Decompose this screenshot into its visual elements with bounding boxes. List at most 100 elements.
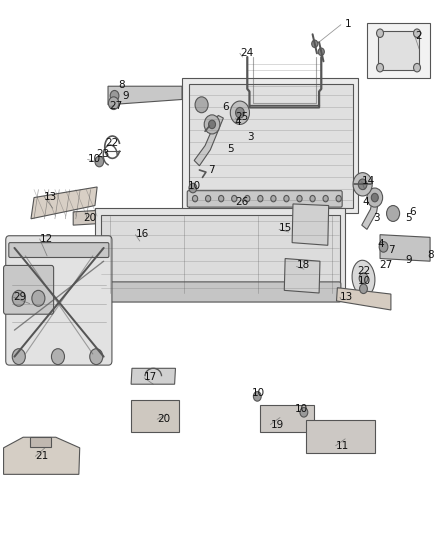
Circle shape xyxy=(12,290,25,306)
Circle shape xyxy=(359,273,368,284)
Circle shape xyxy=(323,196,328,202)
Text: 14: 14 xyxy=(362,175,375,185)
Text: 26: 26 xyxy=(236,197,249,207)
Circle shape xyxy=(371,193,378,202)
Text: 11: 11 xyxy=(336,441,349,451)
Text: 5: 5 xyxy=(405,213,412,223)
Circle shape xyxy=(253,392,261,401)
Text: 6: 6 xyxy=(223,102,229,112)
Circle shape xyxy=(51,349,64,365)
Polygon shape xyxy=(362,190,380,229)
Circle shape xyxy=(413,63,420,72)
Text: 19: 19 xyxy=(270,419,284,430)
Circle shape xyxy=(189,183,197,193)
Polygon shape xyxy=(378,30,419,70)
Text: 18: 18 xyxy=(297,261,310,270)
FancyBboxPatch shape xyxy=(99,282,341,302)
Text: 10: 10 xyxy=(88,155,101,164)
Text: 7: 7 xyxy=(388,245,395,255)
Circle shape xyxy=(377,29,384,37)
Circle shape xyxy=(245,196,250,202)
Text: 4: 4 xyxy=(234,117,241,127)
Text: 9: 9 xyxy=(122,91,129,101)
Text: 4: 4 xyxy=(378,239,385,249)
Circle shape xyxy=(219,196,224,202)
Circle shape xyxy=(32,290,45,306)
Circle shape xyxy=(284,196,289,202)
Text: 9: 9 xyxy=(405,255,412,265)
Text: 24: 24 xyxy=(240,49,253,58)
Text: 1: 1 xyxy=(345,19,352,29)
Polygon shape xyxy=(306,420,375,453)
Circle shape xyxy=(310,196,315,202)
Circle shape xyxy=(379,241,388,252)
Circle shape xyxy=(232,196,237,202)
Polygon shape xyxy=(101,215,340,294)
Polygon shape xyxy=(194,115,223,166)
Polygon shape xyxy=(73,209,117,225)
Polygon shape xyxy=(182,78,358,214)
Polygon shape xyxy=(380,235,430,261)
Circle shape xyxy=(192,196,198,202)
Text: 13: 13 xyxy=(340,292,353,302)
Text: 8: 8 xyxy=(427,250,434,260)
Text: 2: 2 xyxy=(415,31,421,41)
Circle shape xyxy=(358,179,367,190)
Polygon shape xyxy=(4,437,80,474)
FancyBboxPatch shape xyxy=(187,191,342,207)
Circle shape xyxy=(208,120,215,128)
FancyBboxPatch shape xyxy=(9,243,109,257)
Circle shape xyxy=(300,408,308,417)
Text: 3: 3 xyxy=(247,132,254,142)
Text: 29: 29 xyxy=(14,292,27,302)
Text: 13: 13 xyxy=(44,191,57,201)
Circle shape xyxy=(258,196,263,202)
Text: 27: 27 xyxy=(110,101,123,111)
Circle shape xyxy=(109,97,119,110)
Circle shape xyxy=(336,196,341,202)
Text: 3: 3 xyxy=(374,213,380,223)
Text: 22: 22 xyxy=(357,266,371,276)
Polygon shape xyxy=(188,84,353,208)
Circle shape xyxy=(195,97,208,113)
Text: 12: 12 xyxy=(40,234,53,244)
Polygon shape xyxy=(367,22,430,78)
Polygon shape xyxy=(260,406,314,432)
Text: 10: 10 xyxy=(295,403,308,414)
Text: 16: 16 xyxy=(135,229,148,239)
Text: 27: 27 xyxy=(379,261,392,270)
Text: 25: 25 xyxy=(236,112,249,122)
Polygon shape xyxy=(131,400,179,432)
Circle shape xyxy=(205,196,211,202)
Circle shape xyxy=(377,63,384,72)
Circle shape xyxy=(318,48,324,55)
Circle shape xyxy=(367,188,383,207)
Circle shape xyxy=(353,173,372,196)
FancyBboxPatch shape xyxy=(4,265,53,314)
Text: 20: 20 xyxy=(83,213,96,223)
Polygon shape xyxy=(95,208,345,301)
Polygon shape xyxy=(131,368,176,384)
Text: 21: 21 xyxy=(35,451,49,462)
Circle shape xyxy=(12,349,25,365)
Text: 20: 20 xyxy=(157,414,170,424)
Circle shape xyxy=(204,115,220,134)
Circle shape xyxy=(95,156,104,167)
Circle shape xyxy=(110,91,119,101)
Polygon shape xyxy=(108,86,182,105)
Polygon shape xyxy=(336,288,391,310)
Circle shape xyxy=(413,29,420,37)
Polygon shape xyxy=(292,204,328,245)
Circle shape xyxy=(360,284,367,294)
Circle shape xyxy=(297,196,302,202)
Text: 7: 7 xyxy=(208,165,215,175)
Circle shape xyxy=(312,40,318,47)
Text: 4: 4 xyxy=(363,197,369,207)
Circle shape xyxy=(90,349,103,365)
Text: 10: 10 xyxy=(252,387,265,398)
Text: 23: 23 xyxy=(96,149,110,159)
Circle shape xyxy=(387,206,399,221)
Text: 5: 5 xyxy=(227,144,233,154)
Circle shape xyxy=(271,196,276,202)
Text: 15: 15 xyxy=(279,223,292,233)
